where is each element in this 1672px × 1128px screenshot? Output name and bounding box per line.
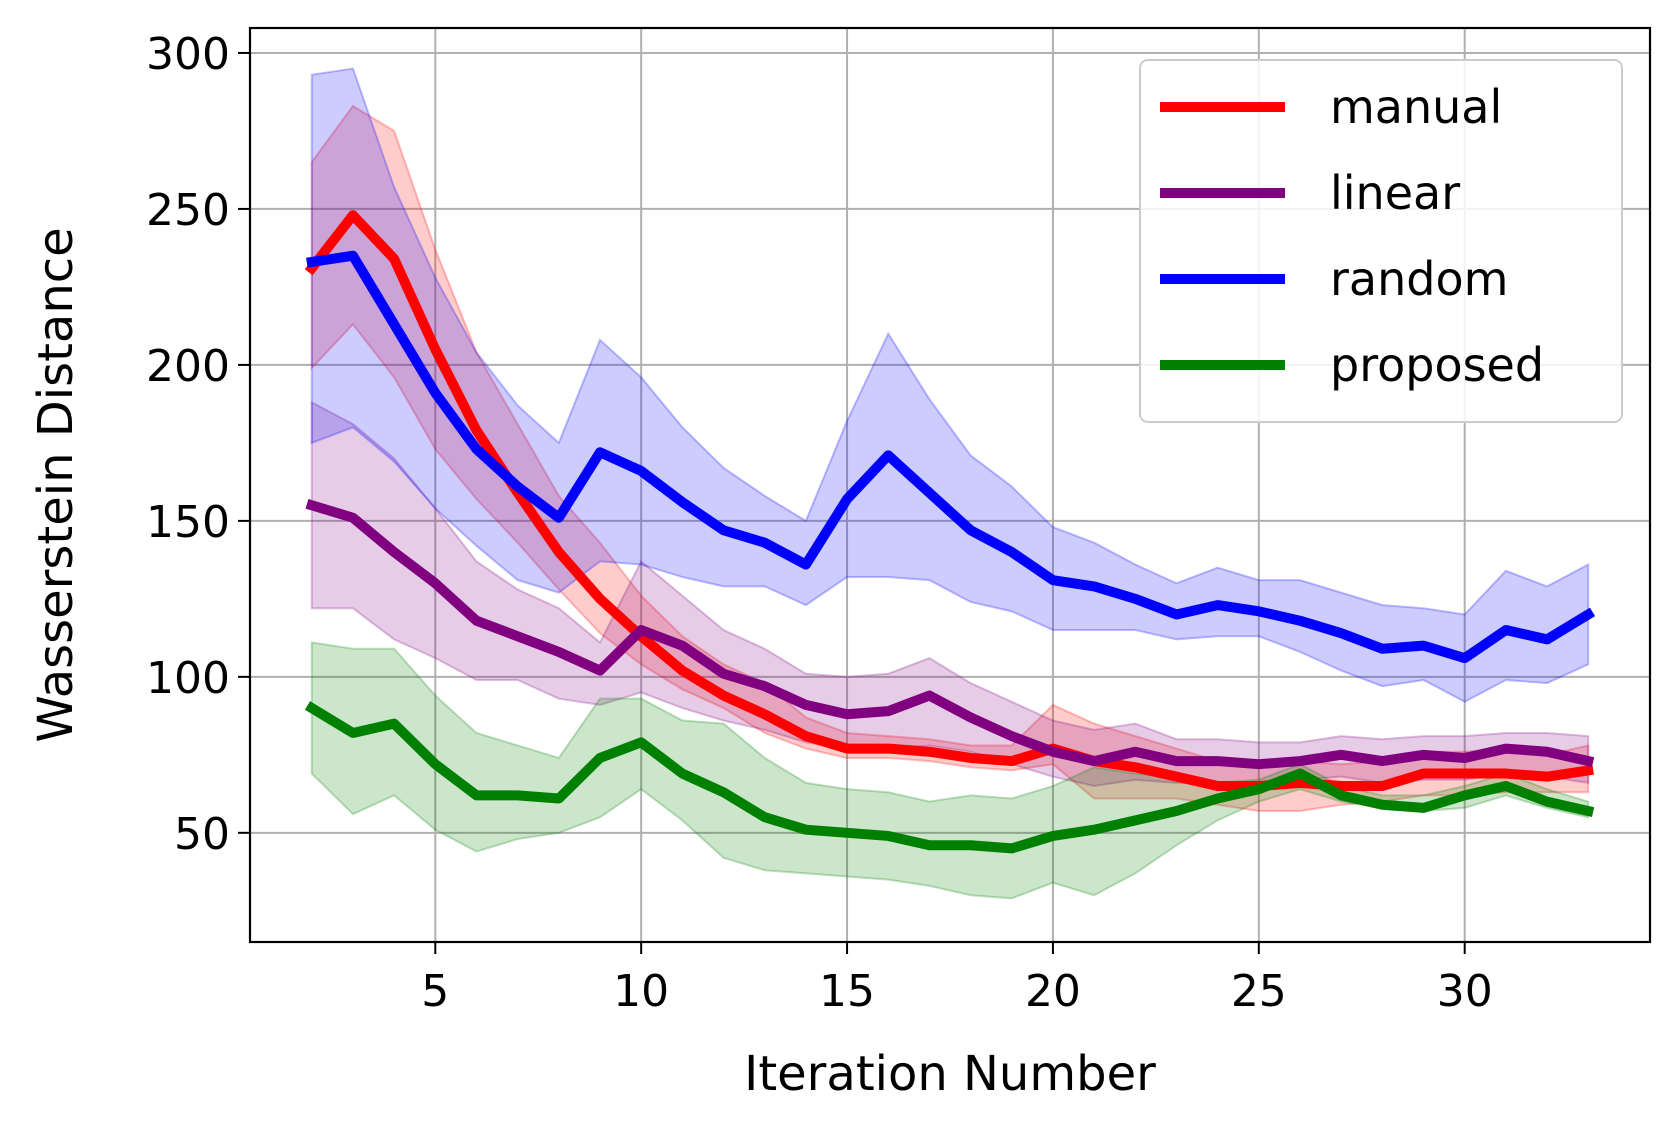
y-axis-ticks: 50 100 150 200 250 300 — [146, 29, 250, 860]
x-tick-label: 15 — [819, 966, 875, 1017]
legend-box — [1139, 59, 1623, 423]
y-tick-label: 300 — [146, 29, 230, 80]
series-line-manual — [304, 210, 1594, 792]
x-tick-label: 20 — [1025, 966, 1081, 1017]
band-linear — [310, 400, 1590, 788]
band-proposed — [310, 641, 1590, 900]
x-axis-title: Iteration Number — [744, 1046, 1156, 1102]
x-axis-ticks: 5 10 15 20 25 30 — [421, 942, 1493, 1017]
x-tick-label: 10 — [613, 966, 669, 1017]
series-line-linear — [305, 499, 1595, 770]
y-tick-label: 200 — [146, 341, 230, 392]
legend-label-linear: linear — [1330, 166, 1460, 220]
legend: manual linear random proposed — [1139, 59, 1623, 423]
plot-frame — [248, 26, 1652, 944]
y-axis-title: Wasserstein Distance — [28, 227, 84, 742]
y-tick-label: 250 — [146, 185, 230, 236]
y-tick-label: 150 — [146, 497, 230, 548]
y-tick-label: 100 — [146, 653, 230, 704]
legend-label-proposed: proposed — [1330, 338, 1544, 392]
legend-label-random: random — [1330, 252, 1508, 306]
band-random — [310, 67, 1590, 703]
series-line-proposed — [304, 701, 1595, 854]
x-tick-label: 30 — [1437, 966, 1493, 1017]
series-lines — [304, 210, 1596, 854]
x-tick-label: 25 — [1231, 966, 1287, 1017]
legend-label-manual: manual — [1330, 80, 1502, 134]
series-line-random — [306, 250, 1596, 664]
x-tick-label: 5 — [421, 966, 449, 1017]
y-tick-label: 50 — [174, 809, 230, 860]
